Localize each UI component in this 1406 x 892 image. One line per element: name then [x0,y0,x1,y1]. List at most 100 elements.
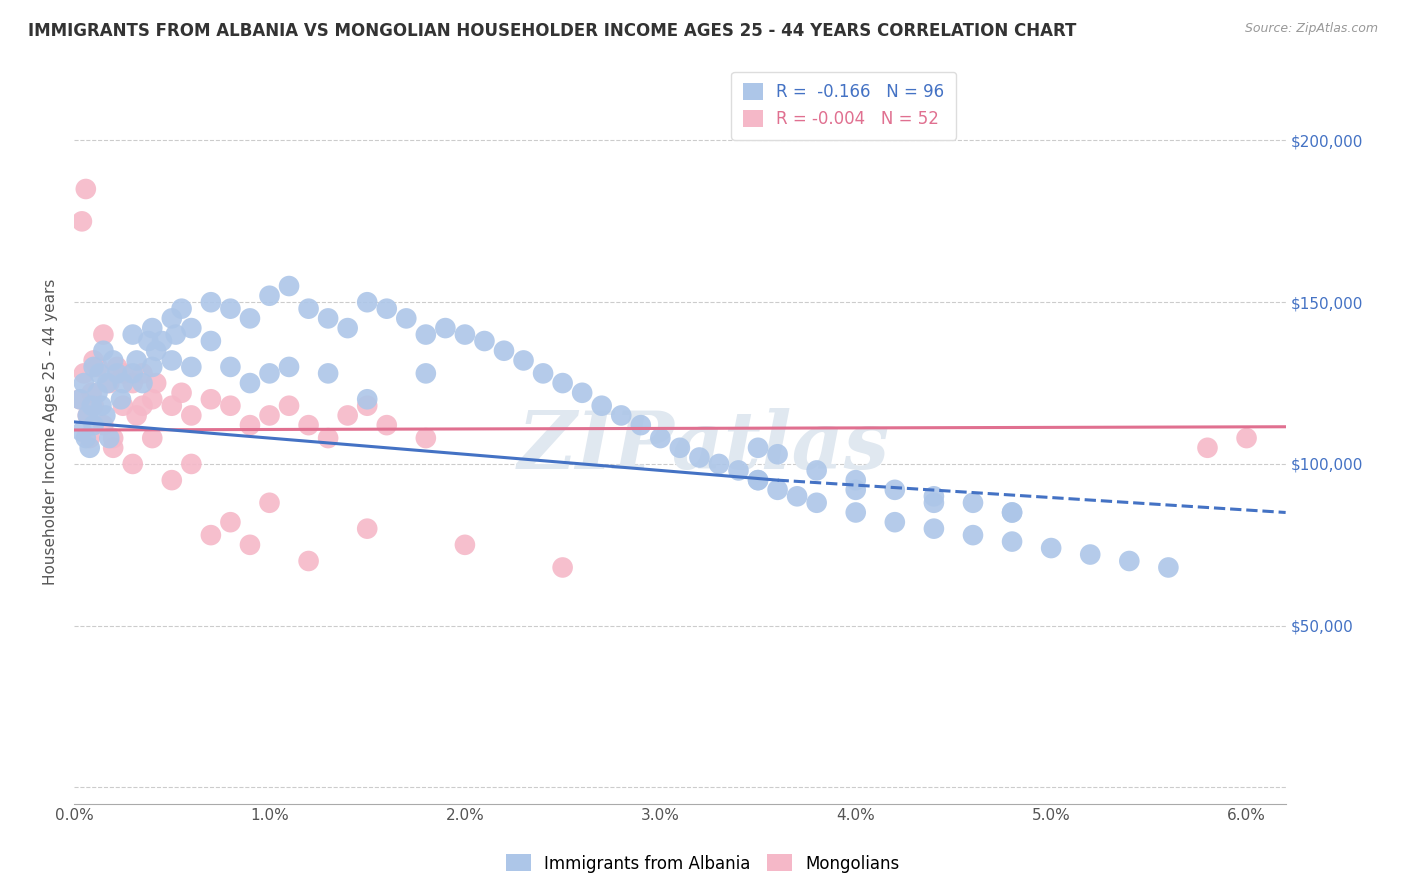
Point [76,409,98,423]
Point [80,385,103,400]
Point [83,359,105,374]
Point [105,367,128,381]
Point [259,367,281,381]
Point [141,359,163,374]
Point [1001,506,1024,520]
Point [375,418,398,433]
Point [845,473,868,487]
Point [131,367,153,381]
Point [727,463,749,477]
Point [125,409,148,423]
Point [239,311,262,326]
Point [160,399,183,413]
Point [239,418,262,433]
Point [121,457,143,471]
Point [650,431,672,445]
Point [297,554,319,568]
Point [1236,431,1258,445]
Point [94,409,117,423]
Point [69,392,91,407]
Point [145,343,167,358]
Point [111,376,134,390]
Point [316,367,339,381]
Point [747,473,769,487]
Point [415,367,437,381]
Point [131,376,153,390]
Point [454,327,477,342]
Point [786,489,808,503]
Point [200,528,222,542]
Point [160,353,183,368]
Point [83,418,105,433]
Point [121,367,143,381]
Point [551,560,574,574]
Text: Source: ZipAtlas.com: Source: ZipAtlas.com [1244,22,1378,36]
Point [180,409,202,423]
Point [356,399,378,413]
Point [747,473,769,487]
Point [83,399,105,413]
Point [101,431,124,445]
Point [316,431,339,445]
Point [278,279,301,293]
Point [86,359,108,374]
Point [1001,534,1024,549]
Point [105,359,128,374]
Legend: R =  -0.166   N = 96, R = -0.004   N = 52: R = -0.166 N = 96, R = -0.004 N = 52 [731,71,956,140]
Point [356,295,378,310]
Point [86,385,108,400]
Point [492,343,515,358]
Point [259,289,281,303]
Point [200,392,222,407]
Point [93,418,115,433]
Point [90,399,112,413]
Point [454,538,477,552]
Point [75,182,97,196]
Point [610,409,633,423]
Point [70,425,93,439]
Point [170,385,193,400]
Point [512,353,534,368]
Point [69,392,91,407]
Point [180,359,202,374]
Point [239,376,262,390]
Point [707,457,730,471]
Point [110,392,132,407]
Point [170,301,193,316]
Point [239,538,262,552]
Point [962,528,984,542]
Point [200,334,222,348]
Y-axis label: Householder Income Ages 25 - 44 years: Householder Income Ages 25 - 44 years [44,278,58,585]
Point [259,496,281,510]
Point [1078,548,1101,562]
Point [1197,441,1219,455]
Point [1157,560,1180,574]
Point [200,295,222,310]
Point [845,483,868,497]
Point [259,409,281,423]
Point [630,418,652,433]
Point [145,376,167,390]
Point [688,450,710,465]
Point [111,399,134,413]
Point [669,441,692,455]
Point [160,311,183,326]
Point [922,489,945,503]
Point [121,376,143,390]
Point [150,334,173,348]
Point [845,506,868,520]
Point [1118,554,1140,568]
Point [70,214,93,228]
Point [79,441,101,455]
Point [131,399,153,413]
Point [180,321,202,335]
Point [121,327,143,342]
Point [93,343,115,358]
Legend: Immigrants from Albania, Mongolians: Immigrants from Albania, Mongolians [499,847,907,880]
Point [356,392,378,407]
Point [356,522,378,536]
Point [93,327,115,342]
Point [89,367,111,381]
Point [571,385,593,400]
Point [160,473,183,487]
